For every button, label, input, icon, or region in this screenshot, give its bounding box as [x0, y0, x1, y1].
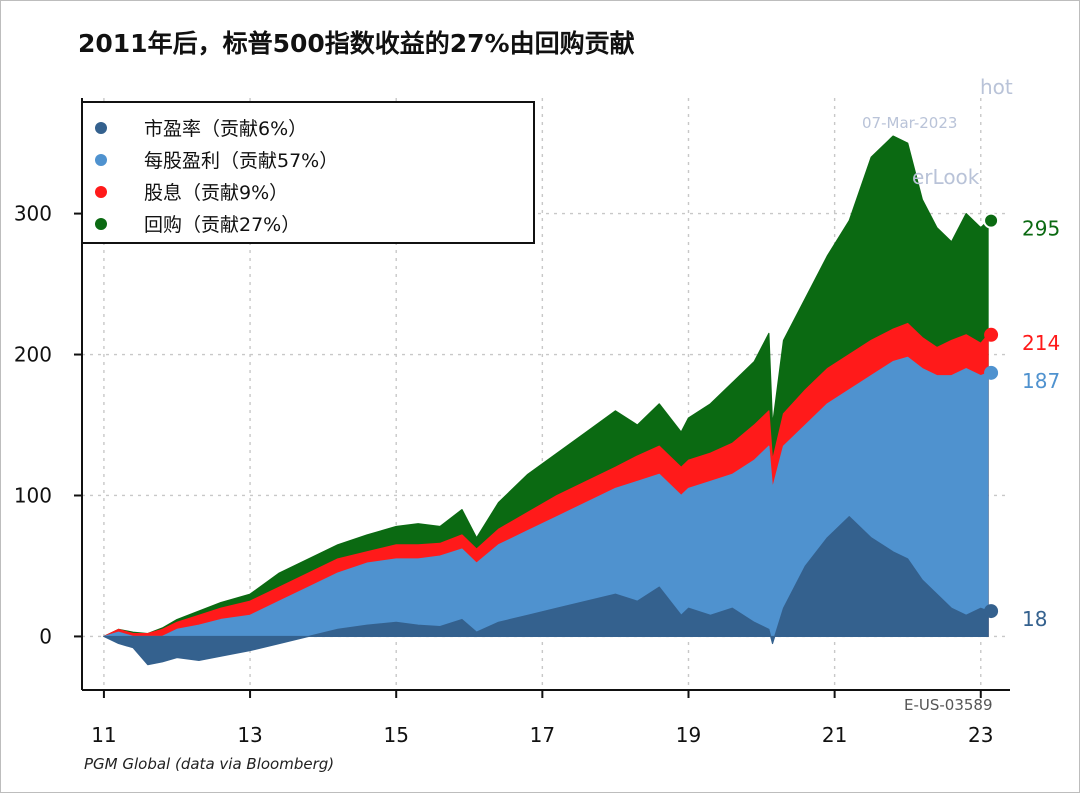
y-tick-label: 300	[14, 202, 52, 226]
legend-label: 每股盈利（贡献57%）	[144, 150, 338, 172]
x-tick-label: 19	[676, 723, 701, 747]
y-tick-label: 200	[14, 343, 52, 367]
area-pe	[103, 516, 989, 666]
legend-marker-2	[95, 186, 107, 198]
end-label: 295	[1022, 217, 1060, 241]
end-marker-0	[984, 604, 999, 619]
x-tick-label: 15	[383, 723, 408, 747]
x-tick-label: 11	[91, 723, 116, 747]
legend-box	[81, 101, 535, 244]
x-tick-label: 21	[822, 723, 847, 747]
legend-marker-0	[95, 122, 107, 134]
end-label: 187	[1022, 369, 1060, 393]
chart-id: E-US-03589	[904, 696, 993, 714]
end-marker-2	[984, 327, 999, 342]
y-tick-label: 0	[39, 624, 52, 648]
axes: 0 100 200 300 11 13 15 17 19 21 23	[14, 98, 1010, 747]
end-label: 214	[1022, 331, 1060, 355]
legend-label: 股息（贡献9%）	[144, 182, 288, 204]
watermark-brand: hot	[980, 75, 1013, 99]
watermark: hot 07-Mar-2023 erLook E-US-03589	[862, 75, 1013, 714]
x-tick-label: 23	[968, 723, 993, 747]
watermark-date: 07-Mar-2023	[862, 114, 957, 132]
stacked-areas	[103, 135, 989, 666]
source-note: PGM Global (data via Bloomberg)	[84, 755, 335, 773]
y-tick-label: 100	[14, 483, 52, 507]
x-tick-label: 13	[237, 723, 262, 747]
legend-label: 市盈率（贡献6%）	[144, 118, 307, 140]
end-label: 18	[1022, 607, 1047, 631]
x-tick-label: 17	[530, 723, 555, 747]
watermark-site: erLook	[912, 165, 980, 189]
end-markers: 18 187 214 295	[983, 212, 1060, 631]
legend-marker-1	[95, 154, 107, 166]
legend: 市盈率（贡献6%） 每股盈利（贡献57%） 股息（贡献9%） 回购（贡献27%）	[81, 101, 535, 244]
end-marker-3	[983, 212, 1000, 229]
area-eps	[103, 356, 989, 640]
legend-marker-3	[95, 218, 107, 230]
chart-title: 2011年后，标普500指数收益的27%由回购贡献	[78, 29, 635, 58]
end-marker-1	[984, 365, 999, 380]
legend-label: 回购（贡献27%）	[144, 214, 300, 236]
